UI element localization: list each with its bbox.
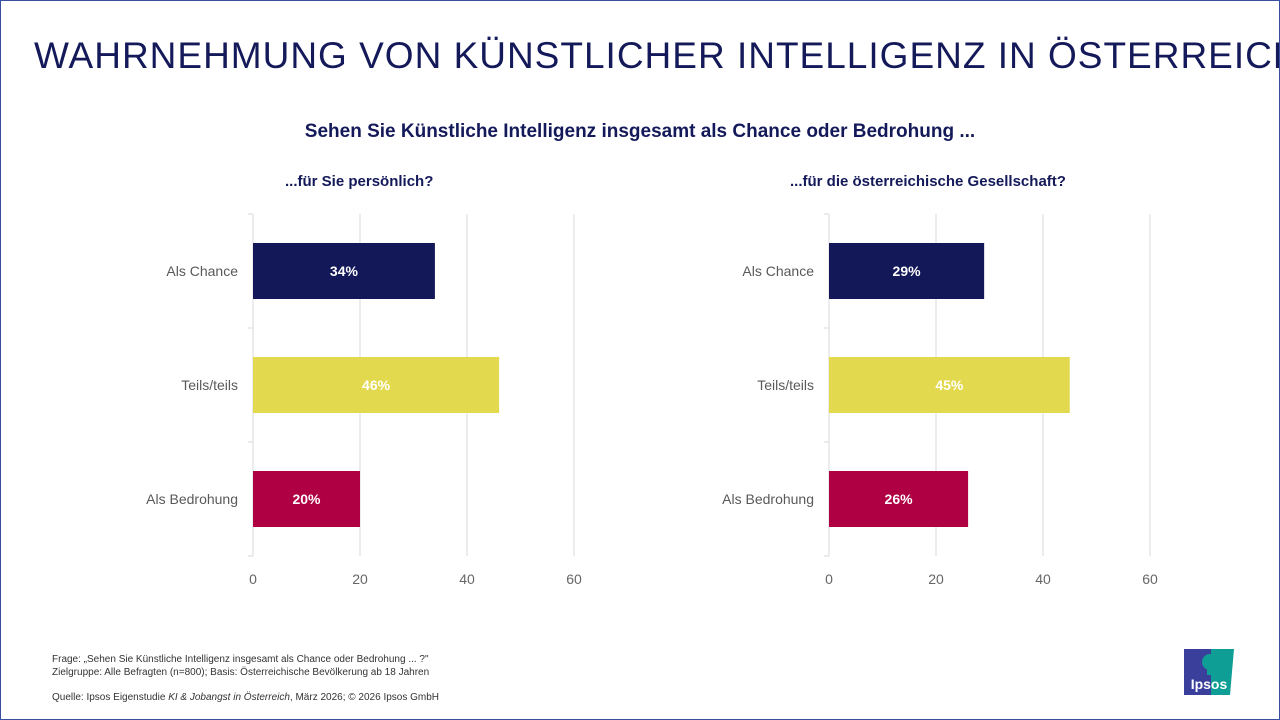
bar xyxy=(253,357,500,413)
category-label: Als Chance xyxy=(166,263,238,279)
category-label: Teils/teils xyxy=(757,377,814,393)
footer-target-group: Zielgruppe: Alle Befragten (n=800); Basi… xyxy=(52,667,430,678)
category-label: Als Chance xyxy=(742,263,814,279)
subtitle: Sehen Sie Künstliche Intelligenz insgesa… xyxy=(304,121,976,142)
data-label: 29% xyxy=(893,263,922,279)
category-label: Als Bedrohung xyxy=(722,491,814,507)
ipsos-logo: Ipsos xyxy=(1184,649,1234,695)
data-label: 20% xyxy=(292,491,321,507)
source-prefix: Quelle: Ipsos Eigenstudie xyxy=(52,692,169,703)
charts: 0 20 40 60 Als Chance 34% Teils/teils 46% Als Be… xyxy=(146,213,1158,587)
x-tick-label: 40 xyxy=(459,571,475,587)
category-label: Als Bedrohung xyxy=(146,491,238,507)
footer-source: Quelle: Ipsos Eigenstudie KI & Jobangst … xyxy=(52,692,439,703)
bar xyxy=(829,357,1070,413)
bar xyxy=(253,243,435,299)
category-label: Teils/teils xyxy=(181,377,238,393)
x-tick-label: 0 xyxy=(249,571,257,587)
footer-question: Frage: „Sehen Sie Künstliche Intelligenz… xyxy=(52,654,429,665)
bar xyxy=(253,471,360,527)
chart-title-personal: ...für Sie persönlich? xyxy=(285,173,434,190)
x-tick-label: 0 xyxy=(825,571,833,587)
data-label: 45% xyxy=(935,377,964,393)
chart-title-society: ...für die österreichische Gesellschaft? xyxy=(790,173,1066,190)
data-label: 34% xyxy=(330,263,359,279)
x-tick-label: 40 xyxy=(1035,571,1051,587)
x-tick-label: 60 xyxy=(566,571,582,587)
data-label: 46% xyxy=(362,377,391,393)
svg-text:Ipsos: Ipsos xyxy=(1191,676,1228,692)
source-study: KI & Jobangst in Österreich xyxy=(168,692,290,703)
data-label: 26% xyxy=(885,491,914,507)
x-tick-label: 60 xyxy=(1142,571,1158,587)
x-tick-label: 20 xyxy=(928,571,944,587)
bar xyxy=(829,243,985,299)
page-title: WAHRNEHMUNG VON KÜNSTLICHER INTELLIGENZ … xyxy=(34,35,1280,76)
x-tick-label: 20 xyxy=(352,571,368,587)
source-suffix: , März 2026; © 2026 Ipsos GmbH xyxy=(289,692,440,703)
bar xyxy=(829,471,969,527)
